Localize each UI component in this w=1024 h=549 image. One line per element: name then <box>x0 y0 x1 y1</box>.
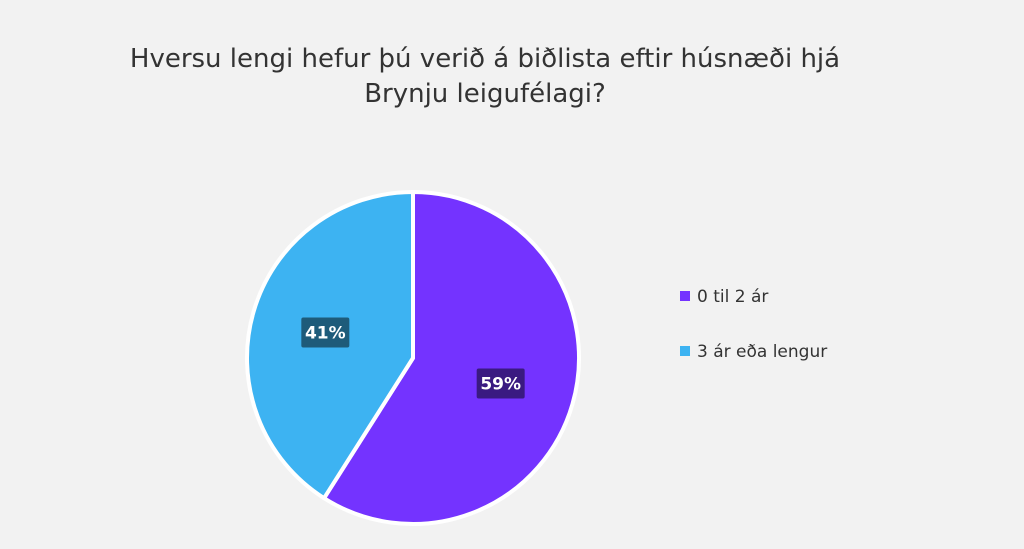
data-label-text: 41% <box>305 324 346 344</box>
chart-title: Hversu lengi hefur þú verið á biðlista e… <box>129 44 841 109</box>
legend-swatch <box>680 291 690 301</box>
data-label-text: 59% <box>480 374 521 394</box>
legend-label: 3 ár eða lengur <box>697 342 827 362</box>
data-label-box <box>476 368 525 399</box>
data-label-box <box>301 317 350 348</box>
legend-swatch <box>680 346 690 356</box>
data-label: 59% <box>476 368 525 399</box>
data-label: 41% <box>301 317 350 348</box>
legend-label: 0 til 2 ár <box>697 287 768 307</box>
pie-slice <box>322 190 581 526</box>
